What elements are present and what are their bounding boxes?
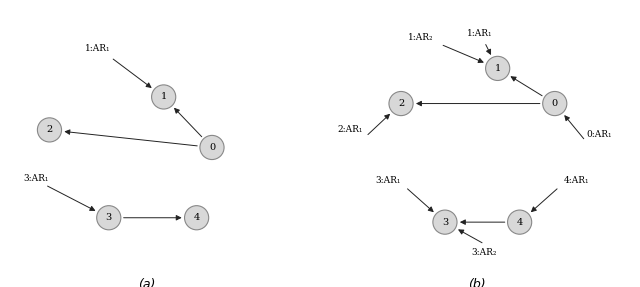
Text: 1:AR₁: 1:AR₁ (85, 44, 111, 53)
Text: 4: 4 (516, 218, 523, 227)
Text: 2: 2 (46, 125, 52, 134)
Text: 3: 3 (442, 218, 448, 227)
Text: 3: 3 (106, 213, 112, 222)
Circle shape (543, 92, 567, 116)
Text: 1:AR₂: 1:AR₂ (408, 33, 434, 42)
Text: 0: 0 (552, 99, 558, 108)
Circle shape (97, 206, 121, 230)
Circle shape (152, 85, 176, 109)
Text: (b): (b) (468, 278, 486, 287)
Text: (a): (a) (138, 278, 156, 287)
Circle shape (486, 56, 509, 80)
Text: 4: 4 (193, 213, 200, 222)
Circle shape (389, 92, 413, 116)
Text: 0: 0 (209, 143, 215, 152)
Circle shape (37, 118, 61, 142)
Text: 1: 1 (161, 92, 167, 102)
Circle shape (184, 206, 209, 230)
Text: 1: 1 (495, 64, 500, 73)
Circle shape (508, 210, 532, 234)
Text: 2: 2 (398, 99, 404, 108)
Text: 2:AR₁: 2:AR₁ (338, 125, 364, 134)
Text: 3:AR₁: 3:AR₁ (375, 176, 401, 185)
Text: 1:AR₁: 1:AR₁ (467, 29, 493, 38)
Circle shape (433, 210, 457, 234)
Text: 3:AR₂: 3:AR₂ (472, 248, 497, 257)
Circle shape (200, 135, 224, 160)
Text: 4:AR₁: 4:AR₁ (564, 176, 589, 185)
Text: 3:AR₁: 3:AR₁ (24, 174, 49, 183)
Text: 0:AR₁: 0:AR₁ (586, 130, 611, 139)
